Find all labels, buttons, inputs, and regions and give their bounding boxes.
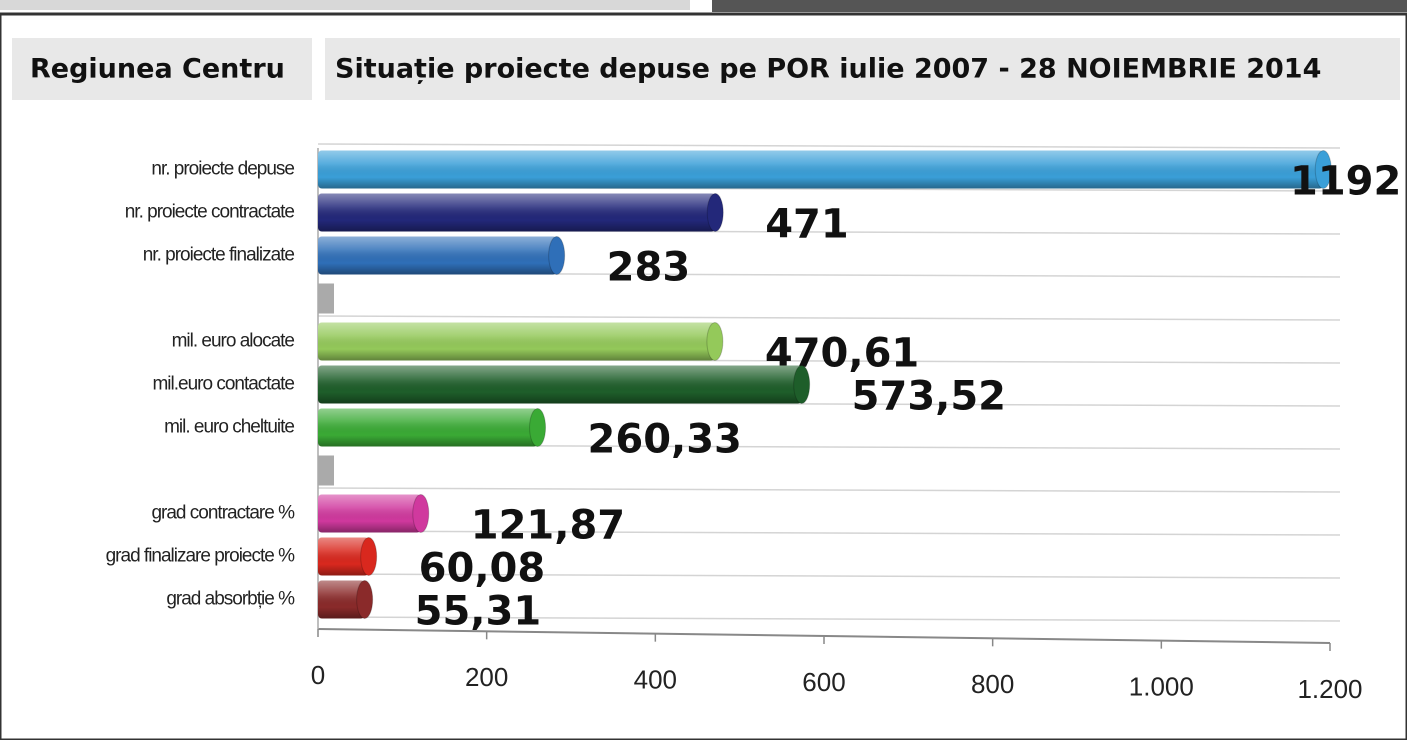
value-label: 260,33: [588, 417, 742, 463]
y-tick-label: nr. proiecte depuse: [151, 159, 294, 180]
gap-stub: [318, 284, 334, 314]
y-tick-label: grad finalizare proiecte %: [106, 546, 295, 567]
page: {"chart_data": { "type": "bar", "orienta…: [0, 0, 1407, 740]
x-tick-label: 600: [802, 667, 845, 697]
y-tick-label: nr. proiecte contractate: [125, 202, 295, 223]
x-tick-label: 800: [971, 669, 1014, 699]
value-label: 121,87: [471, 503, 625, 549]
x-tick-label: 200: [465, 662, 508, 692]
bar-shade: [318, 323, 715, 361]
y-tick-label: nr. proiecte finalizate: [143, 245, 295, 266]
gap-stub: [318, 456, 334, 486]
bar-cap: [361, 538, 377, 576]
bar-cap: [794, 366, 810, 404]
bar-cap: [530, 409, 546, 447]
bar-shade: [318, 151, 1323, 189]
region: Regiunea Centru: [30, 54, 285, 85]
value-label: 283: [607, 245, 691, 291]
bar-shade: [318, 194, 715, 232]
bar-cap: [549, 237, 565, 275]
value-label: 573,52: [852, 374, 1006, 420]
bar-cap: [707, 323, 723, 361]
y-tick-label: mil. euro alocate: [172, 331, 295, 352]
y-tick-label: mil. euro cheltuite: [164, 417, 294, 438]
photo-strip: [712, 0, 1407, 12]
bar-cap: [707, 194, 723, 232]
value-label: 1192: [1290, 159, 1401, 205]
value-label: 60,08: [419, 546, 546, 592]
chart-title: Situație proiecte depuse pe POR iulie 20…: [335, 54, 1321, 85]
x-tick-label: 1.000: [1129, 672, 1194, 702]
x-tick-label: 1.200: [1297, 674, 1362, 704]
value-label: 471: [765, 202, 849, 248]
bar-shade: [318, 495, 421, 533]
y-tick-label: mil.euro contactate: [152, 374, 294, 395]
top-strip: [0, 0, 690, 10]
bar-cap: [357, 581, 373, 619]
y-tick-label: grad absorbție %: [166, 589, 295, 610]
x-tick-label: 400: [634, 665, 677, 695]
bar-shade: [318, 409, 538, 447]
x-tick-label: 0: [311, 660, 325, 690]
value-label: 55,31: [415, 589, 542, 635]
chart: Regiunea Centru Situație proiecte depuse…: [0, 0, 1407, 740]
bar-shade: [318, 366, 802, 404]
bar-cap: [413, 495, 429, 533]
y-tick-label: grad contractare %: [151, 503, 295, 524]
bar-shade: [318, 237, 557, 275]
